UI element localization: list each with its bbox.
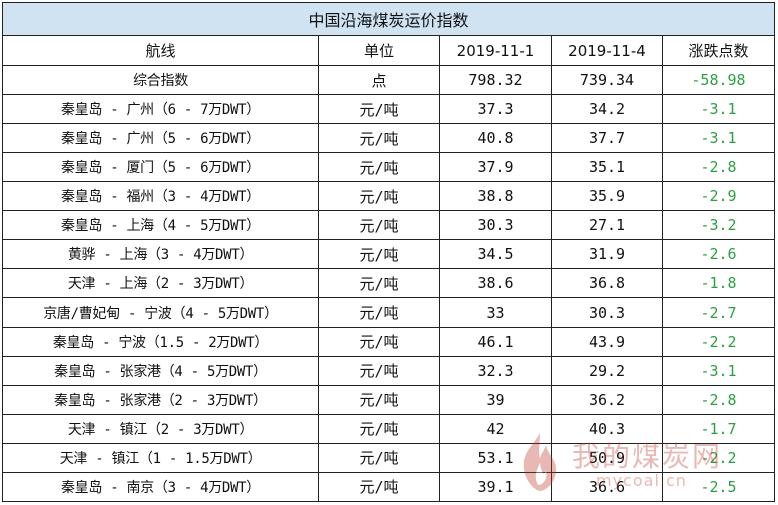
table-row: 秦皇岛 - 张家港（2 - 3万DWT） 元/吨 39 36.2 -2.8	[2, 384, 775, 415]
table-row: 京唐/曹妃甸 - 宁波（4 - 5万DWT） 元/吨 33 30.3 -2.7	[2, 297, 775, 328]
route-cell: 黄骅 - 上海（3 - 4万DWT）	[2, 239, 319, 270]
value-2019-11-4-cell: 35.9	[551, 181, 663, 212]
unit-cell: 元/吨	[318, 210, 440, 241]
route-cell: 秦皇岛 - 张家港（4 - 5万DWT）	[2, 355, 319, 386]
value-2019-11-1-cell: 30.3	[439, 210, 552, 241]
table-row: 秦皇岛 - 张家港（4 - 5万DWT） 元/吨 32.3 29.2 -3.1	[2, 355, 775, 386]
value-2019-11-1-cell: 53.1	[439, 442, 552, 473]
change-cell: -1.8	[662, 268, 775, 299]
change-cell: -3.1	[662, 123, 775, 154]
unit-cell: 元/吨	[318, 239, 440, 270]
value-2019-11-4-cell: 36.2	[551, 384, 663, 415]
value-2019-11-4-cell: 50.9	[551, 442, 663, 473]
value-2019-11-4-cell: 29.2	[551, 355, 663, 386]
value-2019-11-1-cell: 42	[439, 413, 552, 444]
unit-cell: 元/吨	[318, 326, 440, 357]
change-cell: -3.2	[662, 210, 775, 241]
value-2019-11-4-cell: 739.34	[551, 65, 663, 96]
unit-cell: 点	[318, 65, 440, 96]
change-cell: -2.8	[662, 384, 775, 415]
unit-cell: 元/吨	[318, 384, 440, 415]
table-row: 天津 - 镇江（2 - 3万DWT） 元/吨 42 40.3 -1.7	[2, 413, 775, 444]
column-header-date-2: 2019-11-4	[551, 35, 663, 67]
value-2019-11-4-cell: 40.3	[551, 413, 663, 444]
change-cell: -2.6	[662, 239, 775, 270]
unit-cell: 元/吨	[318, 268, 440, 299]
value-2019-11-1-cell: 34.5	[439, 239, 552, 270]
route-cell: 秦皇岛 - 福州（3 - 4万DWT）	[2, 181, 319, 212]
value-2019-11-1-cell: 37.9	[439, 152, 552, 183]
route-cell: 秦皇岛 - 上海（4 - 5万DWT）	[2, 210, 319, 241]
value-2019-11-1-cell: 39.1	[439, 471, 552, 503]
value-2019-11-1-cell: 38.6	[439, 268, 552, 299]
value-2019-11-4-cell: 34.2	[551, 94, 663, 125]
change-cell: -2.9	[662, 181, 775, 212]
change-cell: -2.8	[662, 152, 775, 183]
value-2019-11-4-cell: 27.1	[551, 210, 663, 241]
value-2019-11-1-cell: 37.3	[439, 94, 552, 125]
change-cell: -58.98	[662, 65, 775, 96]
change-cell: -2.7	[662, 297, 775, 328]
column-header-route: 航线	[2, 35, 319, 67]
route-cell: 秦皇岛 - 张家港（2 - 3万DWT）	[2, 384, 319, 415]
table-row: 综合指数点 798.32 739.34 -58.98	[2, 65, 775, 96]
unit-cell: 元/吨	[318, 471, 440, 503]
value-2019-11-1-cell: 38.8	[439, 181, 552, 212]
value-2019-11-4-cell: 31.9	[551, 239, 663, 270]
unit-cell: 元/吨	[318, 123, 440, 154]
unit-cell: 元/吨	[318, 181, 440, 212]
column-header-change: 涨跌点数	[662, 35, 775, 67]
route-cell: 天津 - 上海（2 - 3万DWT）	[2, 268, 319, 299]
route-cell: 秦皇岛 - 南京（3 - 4万DWT）	[2, 471, 319, 503]
table-row: 天津 - 镇江（1 - 1.5万DWT） 元/吨 53.1 50.9 -2.2	[2, 442, 775, 473]
value-2019-11-4-cell: 37.7	[551, 123, 663, 154]
header-row: 航线 单位 2019-11-1 2019-11-4 涨跌点数	[2, 35, 775, 67]
unit-cell: 元/吨	[318, 442, 440, 473]
value-2019-11-4-cell: 30.3	[551, 297, 663, 328]
route-cell: 天津 - 镇江（1 - 1.5万DWT）	[2, 442, 319, 473]
change-cell: -3.1	[662, 94, 775, 125]
table-row: 秦皇岛 - 广州（6 - 7万DWT） 元/吨 37.3 34.2 -3.1	[2, 94, 775, 125]
table-title: 中国沿海煤炭运价指数	[2, 1, 775, 37]
change-cell: -2.2	[662, 442, 775, 473]
unit-cell: 元/吨	[318, 152, 440, 183]
unit-cell: 元/吨	[318, 94, 440, 125]
change-cell: -3.1	[662, 355, 775, 386]
value-2019-11-4-cell: 43.9	[551, 326, 663, 357]
value-2019-11-4-cell: 36.8	[551, 268, 663, 299]
unit-cell: 元/吨	[318, 355, 440, 386]
title-row: 中国沿海煤炭运价指数	[2, 1, 775, 37]
route-cell: 综合指数	[2, 65, 319, 96]
route-cell: 京唐/曹妃甸 - 宁波（4 - 5万DWT）	[2, 297, 319, 328]
table-row: 秦皇岛 - 上海（4 - 5万DWT） 元/吨 30.3 27.1 -3.2	[2, 210, 775, 241]
change-cell: -2.2	[662, 326, 775, 357]
table-row: 天津 - 上海（2 - 3万DWT） 元/吨 38.6 36.8 -1.8	[2, 268, 775, 299]
route-cell: 秦皇岛 - 宁波（1.5 - 2万DWT）	[2, 326, 319, 357]
column-header-date-1: 2019-11-1	[439, 35, 552, 67]
value-2019-11-1-cell: 798.32	[439, 65, 552, 96]
route-cell: 秦皇岛 - 厦门（5 - 6万DWT）	[2, 152, 319, 183]
table-row: 秦皇岛 - 宁波（1.5 - 2万DWT） 元/吨 46.1 43.9 -2.2	[2, 326, 775, 357]
unit-cell: 元/吨	[318, 413, 440, 444]
value-2019-11-4-cell: 36.6	[551, 471, 663, 503]
table-row: 秦皇岛 - 福州（3 - 4万DWT） 元/吨 38.8 35.9 -2.9	[2, 181, 775, 212]
value-2019-11-4-cell: 35.1	[551, 152, 663, 183]
table-row: 秦皇岛 - 广州（5 - 6万DWT） 元/吨 40.8 37.7 -3.1	[2, 123, 775, 154]
unit-cell: 元/吨	[318, 297, 440, 328]
route-cell: 天津 - 镇江（2 - 3万DWT）	[2, 413, 319, 444]
value-2019-11-1-cell: 39	[439, 384, 552, 415]
value-2019-11-1-cell: 46.1	[439, 326, 552, 357]
route-cell: 秦皇岛 - 广州（5 - 6万DWT）	[2, 123, 319, 154]
column-header-unit: 单位	[318, 35, 440, 67]
table-row: 黄骅 - 上海（3 - 4万DWT） 元/吨 34.5 31.9 -2.6	[2, 239, 775, 270]
table-row: 秦皇岛 - 厦门（5 - 6万DWT） 元/吨 37.9 35.1 -2.8	[2, 152, 775, 183]
route-cell: 秦皇岛 - 广州（6 - 7万DWT）	[2, 94, 319, 125]
change-cell: -1.7	[662, 413, 775, 444]
value-2019-11-1-cell: 40.8	[439, 123, 552, 154]
change-cell: -2.5	[662, 471, 775, 503]
value-2019-11-1-cell: 32.3	[439, 355, 552, 386]
value-2019-11-1-cell: 33	[439, 297, 552, 328]
table-row: 秦皇岛 - 南京（3 - 4万DWT） 元/吨 39.1 36.6 -2.5	[2, 471, 775, 503]
